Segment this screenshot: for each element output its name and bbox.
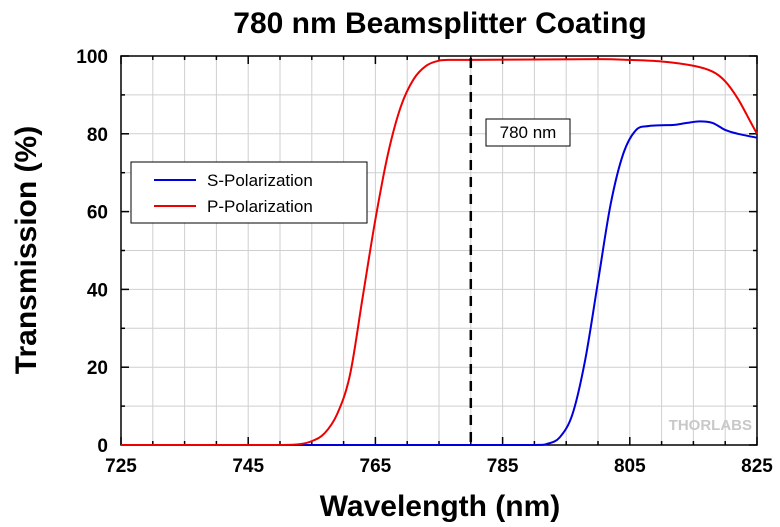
y-tick-label: 100 [76, 47, 108, 68]
x-tick-label: 805 [614, 456, 646, 477]
thorlabs-logo: THORLABS [669, 417, 752, 434]
chart-title: 780 nm Beamsplitter Coating [233, 7, 646, 40]
annotation-780-box: 780 nm [485, 118, 571, 147]
x-tick-label: 825 [741, 456, 773, 477]
series-layer [121, 58, 758, 447]
legend-label-s-polarization: S-Polarization [207, 171, 313, 190]
y-tick-label: 80 [87, 125, 108, 146]
x-tick-label: 745 [232, 456, 264, 477]
axis-ticks [120, 55, 758, 446]
x-tick-label: 785 [487, 456, 519, 477]
x-axis-title: Wavelength (nm) [320, 490, 561, 523]
series-line-s-polarization [121, 120, 758, 447]
y-tick-label: 20 [87, 358, 108, 379]
tick-labels: 725 745 765 785 805 825 0 20 40 60 80 100 [76, 47, 773, 477]
legend-label-p-polarization: P-Polarization [207, 197, 313, 216]
x-tick-label: 765 [360, 456, 392, 477]
y-axis-title: Transmission (%) [10, 126, 43, 374]
y-tick-label: 60 [87, 203, 108, 224]
legend: S-Polarization P-Polarization [130, 161, 368, 224]
annotation-780-label: 780 nm [500, 123, 557, 142]
y-tick-label: 0 [97, 436, 108, 457]
series-line-p-polarization [121, 58, 758, 447]
y-tick-label: 40 [87, 280, 108, 301]
x-tick-label: 725 [105, 456, 137, 477]
grid [121, 56, 757, 445]
